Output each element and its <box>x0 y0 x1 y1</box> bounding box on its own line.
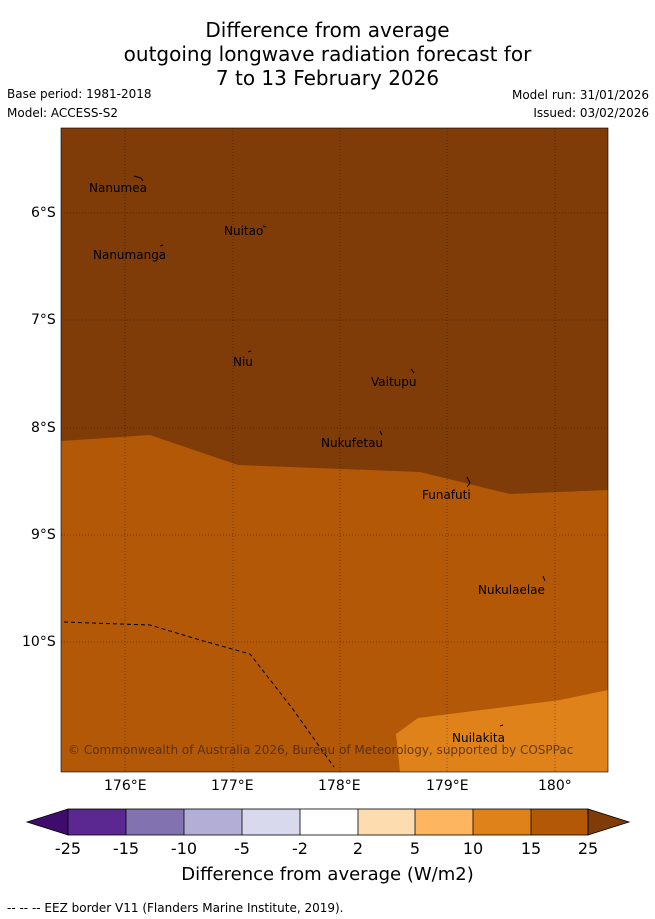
eez-legend-note: -- -- -- EEZ border V11 (Flanders Marine… <box>7 901 344 915</box>
colorbar-swatch <box>68 809 126 835</box>
lon-label: 180° <box>538 778 572 794</box>
colorbar-swatch <box>300 809 358 835</box>
title-line-3: 7 to 13 February 2026 <box>215 66 440 90</box>
colorbar-tick: -2 <box>292 839 308 858</box>
lat-label: 10°S <box>22 634 56 650</box>
anomaly-region-15-25 <box>61 435 608 772</box>
lon-label: 179°E <box>426 778 469 794</box>
place-label: Nanumanga <box>93 248 166 262</box>
lat-label: 6°S <box>31 205 56 221</box>
colorbar-title: Difference from average (W/m2) <box>181 864 474 885</box>
colorbar-swatch <box>184 809 242 835</box>
colorbar-tick: -10 <box>170 839 198 858</box>
lon-label: 177°E <box>211 778 254 794</box>
anomaly-region-10-15 <box>396 690 608 772</box>
colorbar-swatch <box>358 809 415 835</box>
colorbar-tick: -5 <box>234 839 250 858</box>
place-label: Nanumea <box>89 181 147 195</box>
colorbar <box>25 808 631 836</box>
place-label: Funafuti <box>422 488 471 502</box>
colorbar-extend-low <box>25 808 69 836</box>
island-marks <box>133 175 546 727</box>
colorbar-swatch <box>473 809 531 835</box>
place-label: Nukulaelae <box>478 583 545 597</box>
colorbar-extend-high <box>587 808 631 836</box>
graticule <box>61 128 608 772</box>
lat-label: 8°S <box>31 420 56 436</box>
colorbar-tick: 15 <box>520 839 542 858</box>
colorbar-tick: 5 <box>409 839 421 858</box>
place-label: Nuilakita <box>452 731 505 745</box>
colorbar-tick: 10 <box>462 839 484 858</box>
colorbar-tick: 25 <box>577 839 599 858</box>
eez-border <box>63 621 335 768</box>
colorbar-swatch <box>415 809 473 835</box>
lon-label: 178°E <box>318 778 361 794</box>
place-label: Niu <box>233 355 253 369</box>
colorbar-swatch <box>242 809 300 835</box>
lat-label: 9°S <box>31 527 56 543</box>
lon-label: 176°E <box>104 778 147 794</box>
title-line-2: outgoing longwave radiation forecast for <box>123 42 532 66</box>
colorbar-swatch <box>126 809 184 835</box>
colorbar-tick: -15 <box>112 839 140 858</box>
lat-label: 7°S <box>31 312 56 328</box>
place-label: Nuitao <box>224 224 263 238</box>
colorbar-tick: 2 <box>352 839 364 858</box>
base-period: Base period: 1981-2018 <box>7 87 152 101</box>
copyright-notice: © Commonwealth of Australia 2026, Bureau… <box>68 743 573 757</box>
model-run: Model run: 31/01/2026 <box>511 88 649 102</box>
model-name: Model: ACCESS-S2 <box>7 106 119 120</box>
place-label: Vaitupu <box>371 375 417 389</box>
title-line-1: Difference from average <box>205 18 450 42</box>
colorbar-swatch <box>531 809 588 835</box>
issued-date: Issued: 03/02/2026 <box>533 106 649 120</box>
place-label: Nukufetau <box>321 436 383 450</box>
colorbar-tick: -25 <box>54 839 82 858</box>
map-frame <box>60 127 609 773</box>
